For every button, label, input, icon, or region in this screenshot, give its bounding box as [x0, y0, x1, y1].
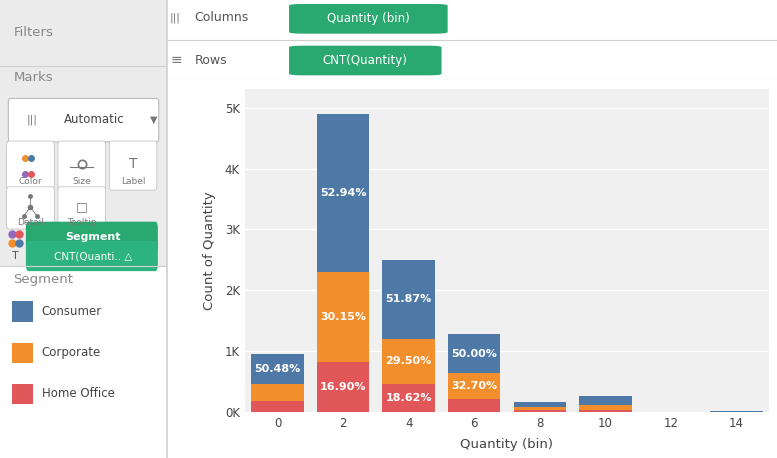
Bar: [579, 396, 632, 405]
Bar: [12, 343, 33, 363]
Text: |||: |||: [170, 12, 181, 23]
Text: Segment: Segment: [13, 273, 73, 286]
FancyBboxPatch shape: [7, 141, 54, 190]
Text: Size: Size: [72, 177, 91, 186]
Bar: [514, 403, 566, 407]
X-axis label: Quantity (bin): Quantity (bin): [461, 438, 553, 452]
Text: □: □: [76, 200, 88, 213]
Text: Consumer: Consumer: [42, 305, 102, 318]
Bar: [448, 399, 500, 412]
Text: 29.50%: 29.50%: [385, 356, 432, 366]
Text: Automatic: Automatic: [64, 114, 124, 126]
Y-axis label: Count of Quantity: Count of Quantity: [204, 191, 217, 310]
Bar: [710, 411, 763, 412]
FancyBboxPatch shape: [0, 66, 167, 266]
Text: T: T: [129, 157, 138, 170]
Text: CNT(Quanti.. △: CNT(Quanti.. △: [54, 251, 132, 261]
Bar: [12, 384, 33, 404]
Bar: [317, 272, 369, 362]
Text: Label: Label: [120, 177, 145, 186]
FancyBboxPatch shape: [110, 141, 157, 190]
Text: 18.62%: 18.62%: [385, 393, 432, 403]
Text: T: T: [12, 251, 19, 261]
Bar: [448, 334, 500, 373]
Bar: [514, 407, 566, 410]
Text: ≡: ≡: [170, 53, 182, 67]
Text: 30.15%: 30.15%: [320, 312, 366, 322]
Text: Rows: Rows: [194, 54, 227, 66]
Text: 50.00%: 50.00%: [451, 349, 497, 359]
FancyBboxPatch shape: [9, 98, 159, 142]
Text: Tooltip: Tooltip: [67, 218, 96, 227]
Text: Quantity (bin): Quantity (bin): [327, 12, 409, 25]
Bar: [579, 410, 632, 412]
Text: ▼: ▼: [151, 115, 158, 125]
Text: Corporate: Corporate: [42, 346, 101, 359]
FancyBboxPatch shape: [26, 241, 158, 271]
Bar: [579, 405, 632, 410]
Bar: [382, 339, 435, 384]
Text: Columns: Columns: [194, 11, 249, 24]
Text: |||: |||: [26, 115, 37, 125]
Bar: [317, 114, 369, 272]
Bar: [251, 401, 304, 412]
FancyBboxPatch shape: [58, 187, 106, 229]
FancyBboxPatch shape: [58, 141, 106, 190]
Bar: [317, 362, 369, 412]
Bar: [382, 384, 435, 412]
Text: Color: Color: [19, 177, 42, 186]
Text: 51.87%: 51.87%: [385, 294, 432, 305]
Text: Segment: Segment: [65, 232, 120, 242]
Text: 32.70%: 32.70%: [451, 381, 497, 391]
Bar: [514, 410, 566, 412]
Bar: [251, 354, 304, 383]
FancyBboxPatch shape: [7, 187, 54, 229]
FancyBboxPatch shape: [289, 4, 448, 34]
Text: 16.90%: 16.90%: [320, 382, 366, 392]
Text: 50.48%: 50.48%: [254, 364, 301, 374]
Bar: [448, 373, 500, 399]
Bar: [251, 383, 304, 401]
Text: Detail: Detail: [17, 218, 44, 227]
FancyBboxPatch shape: [289, 46, 441, 76]
Text: Filters: Filters: [13, 26, 54, 38]
FancyBboxPatch shape: [26, 222, 158, 253]
Text: 52.94%: 52.94%: [320, 188, 366, 198]
Bar: [382, 260, 435, 339]
FancyBboxPatch shape: [0, 0, 167, 66]
Text: Marks: Marks: [13, 71, 53, 84]
Text: Home Office: Home Office: [42, 387, 115, 400]
Text: CNT(Quantity): CNT(Quantity): [323, 54, 408, 67]
Bar: [12, 301, 33, 322]
